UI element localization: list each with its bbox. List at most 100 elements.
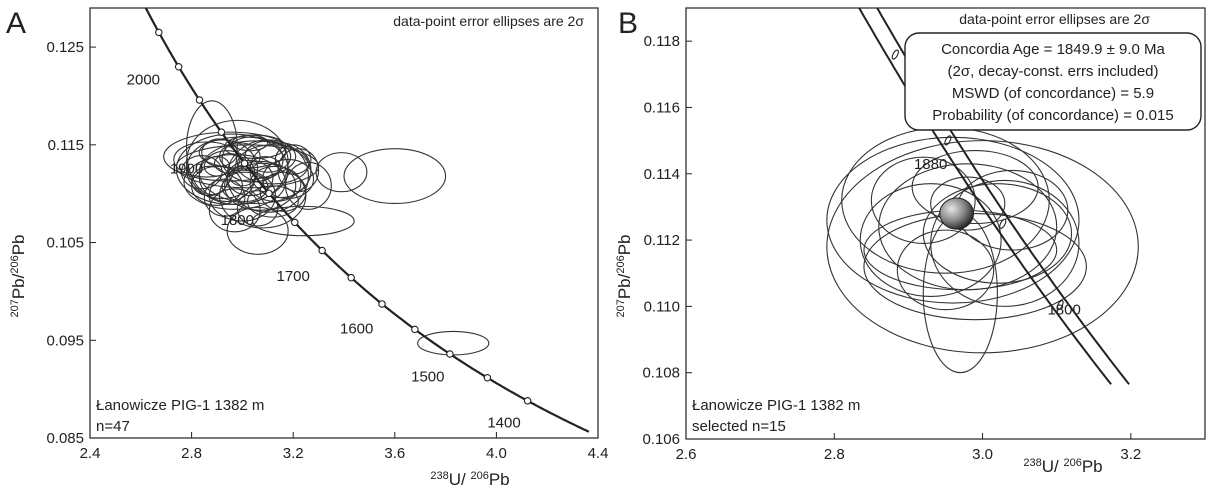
panel-b-frame	[685, 7, 1206, 440]
panel-a-concordia-age-marker-1850	[240, 159, 249, 168]
panel-a-concordia-age-marker-1650	[347, 273, 355, 282]
panel-a-frame	[89, 7, 599, 439]
panel-b-y-tick-label: 0.112	[644, 232, 680, 249]
panel-a-concordia-age-marker-1800	[265, 189, 273, 198]
panel-a-concordia-curve	[144, 8, 590, 433]
panel-b-concordia-age-marker-1840	[999, 218, 1007, 229]
panel-b-x-tick-label: 2.8	[824, 446, 845, 463]
panel-a-age-label-1500: 1500	[411, 368, 444, 385]
panel-b-error-ellipse-2	[826, 140, 1139, 354]
panel-b-error-ellipse-1	[826, 136, 1080, 304]
panel-b-concordia-age-marker-1920	[891, 49, 899, 60]
panel-a-error-ellipse-27	[203, 178, 246, 217]
panel-a-age-label-1800: 1800	[221, 212, 254, 229]
panel-a-x-tick-label: 3.6	[384, 445, 405, 462]
panel-a-label: A	[6, 7, 26, 40]
panel-b-error-ellipse-13	[930, 179, 1080, 307]
panel-a-x-tick-label: 4.4	[588, 445, 609, 462]
panel-b-y-tick-label: 0.106	[642, 431, 680, 448]
panel-a-concordia-age-marker-1500	[446, 350, 454, 358]
panel-a-error-ellipse-34	[285, 161, 332, 210]
panel-a-age-labels: 2000 1900 1800 1700 1600 1500 1400	[127, 71, 521, 431]
panel-a-concordia	[144, 8, 590, 433]
panel-a-age-label-1600: 1600	[340, 321, 373, 338]
panel-a-error-ellipse-35	[191, 165, 228, 197]
panel-a-sample-label: Łanowicze PIG-1 1382 m	[96, 397, 264, 414]
panel-b-error-ellipse-15	[930, 176, 1006, 231]
panel-b-x-tick-label: 3.2	[1120, 446, 1141, 463]
panel-b-x-tick-label: 3.0	[972, 446, 993, 463]
panel-a-age-label-1700: 1700	[277, 268, 310, 285]
panel-b-ellipse-note: data-point error ellipses are 2σ	[959, 11, 1150, 27]
panel-a-x-tick-label: 2.8	[181, 445, 202, 462]
panel-a-error-ellipse-45	[343, 148, 447, 205]
panel-a: A 2.4 2.8 3.2 3.6 4.0 4.4 0.085 0.095 0.105 0.115…	[6, 7, 608, 489]
panel-a-y-tick-label: 0.105	[46, 235, 84, 252]
panel-a-error-ellipse-31	[259, 171, 307, 212]
panel-b-age-labels: 1880 1800	[914, 156, 1081, 319]
panel-a-x-tick-label: 3.2	[283, 445, 304, 462]
panel-b-error-ellipse-6	[859, 183, 1002, 297]
panel-a-error-ellipse-44	[226, 206, 289, 255]
panel-a-y-tick-label: 0.115	[48, 137, 84, 154]
panel-a-y-tick-label: 0.095	[46, 332, 84, 349]
panel-b-error-ellipse-9	[870, 156, 976, 244]
panel-b-ticks: 2.6 2.8 3.0 3.2 0.106 0.108 0.110 0.112 0.114 0.1…	[642, 33, 1141, 463]
panel-a-error-ellipse-36	[249, 155, 282, 179]
panel-a-error-ellipse-41	[231, 134, 269, 152]
panel-a-ellipse-note: data-point error ellipses are 2σ	[393, 13, 584, 29]
panel-a-concordia-age-marker-1750	[291, 218, 299, 227]
panel-b-y-tick-label: 0.118	[644, 33, 680, 50]
panel-b-y-tick-label: 0.108	[642, 365, 680, 382]
panel-b: B 2.6 2.8 3.0 3.2 0.106 0.108 0.110 0.112 0.114 0…	[615, 7, 1206, 476]
result-box-line-1: Concordia Age = 1849.9 ± 9.0 Ma	[941, 41, 1165, 58]
panel-a-concordia-age-marker-1600	[378, 300, 386, 308]
panel-a-concordia-age-marker-1550	[411, 325, 419, 334]
panel-b-y-axis-title: 207Pb/206Pb	[615, 234, 634, 317]
panel-b-x-tick-label: 2.6	[676, 446, 697, 463]
panel-a-error-ellipse-6	[185, 139, 259, 200]
panel-b-error-ellipse-14	[922, 213, 998, 374]
panel-a-ticks: 2.4 2.8 3.2 3.6 4.0 4.4 0.085 0.095 0.105 0.115 0.…	[46, 39, 608, 462]
panel-b-concordia-age-marker-1800	[1056, 300, 1064, 311]
panel-a-error-ellipse-47	[417, 330, 490, 356]
result-box-frame	[904, 32, 1202, 131]
panel-b-n-label: selected n=15	[692, 418, 786, 435]
panel-a-error-ellipse-42	[203, 155, 231, 177]
panel-a-error-ellipse-20	[175, 133, 289, 205]
panel-a-age-label-1400: 1400	[487, 414, 520, 431]
panel-a-x-axis-title: 238U/ 206Pb	[430, 470, 509, 489]
panel-b-concordia-band-edge-1	[858, 8, 1112, 385]
panel-b-concordia-age-ellipse	[939, 197, 975, 230]
result-box-line-3: MSWD (of concordance) = 5.9	[952, 85, 1154, 102]
panel-b-sample-label: Łanowicze PIG-1 1382 m	[692, 397, 860, 414]
panel-b-concordia-age-marker-1880	[944, 135, 952, 146]
panel-a-error-ellipse-32	[208, 188, 261, 233]
panel-a-concordia-age-marker-1900	[217, 128, 226, 136]
panel-b-concordia	[858, 8, 1130, 385]
panel-b-error-ellipse-12	[863, 213, 1087, 321]
panel-b-error-ellipse-4	[878, 163, 1058, 291]
panel-a-y-tick-label: 0.125	[46, 39, 84, 56]
panel-a-concordia-age-marker-1400	[523, 397, 532, 405]
panel-a-age-label-2000: 2000	[127, 71, 160, 88]
panel-a-error-ellipse-19	[262, 158, 315, 200]
panel-b-y-tick-label: 0.114	[644, 166, 680, 183]
panel-b-concordia-band-edge-2	[876, 8, 1130, 385]
panel-a-error-ellipse-3	[163, 131, 297, 182]
panel-a-ellipses	[163, 100, 490, 356]
panel-a-error-ellipse-38	[274, 144, 312, 175]
panel-a-y-tick-label: 0.085	[46, 430, 84, 447]
panel-a-error-ellipse-40	[246, 185, 299, 218]
panel-a-concordia-age-marker-1700	[318, 246, 326, 255]
panel-b-concordia-age-marker	[939, 197, 975, 230]
panel-a-error-ellipse-30	[221, 171, 269, 203]
panel-b-label: B	[618, 7, 638, 40]
result-box-line-4: Probability (of concordance) = 0.015	[932, 107, 1173, 124]
panel-a-x-tick-label: 4.0	[486, 445, 507, 462]
panel-a-age-label-1900: 1900	[170, 160, 203, 177]
panel-b-y-tick-label: 0.110	[644, 298, 680, 315]
panel-b-x-axis-title: 238U/ 206Pb	[1023, 457, 1102, 476]
panel-b-y-tick-label: 0.116	[644, 99, 680, 116]
